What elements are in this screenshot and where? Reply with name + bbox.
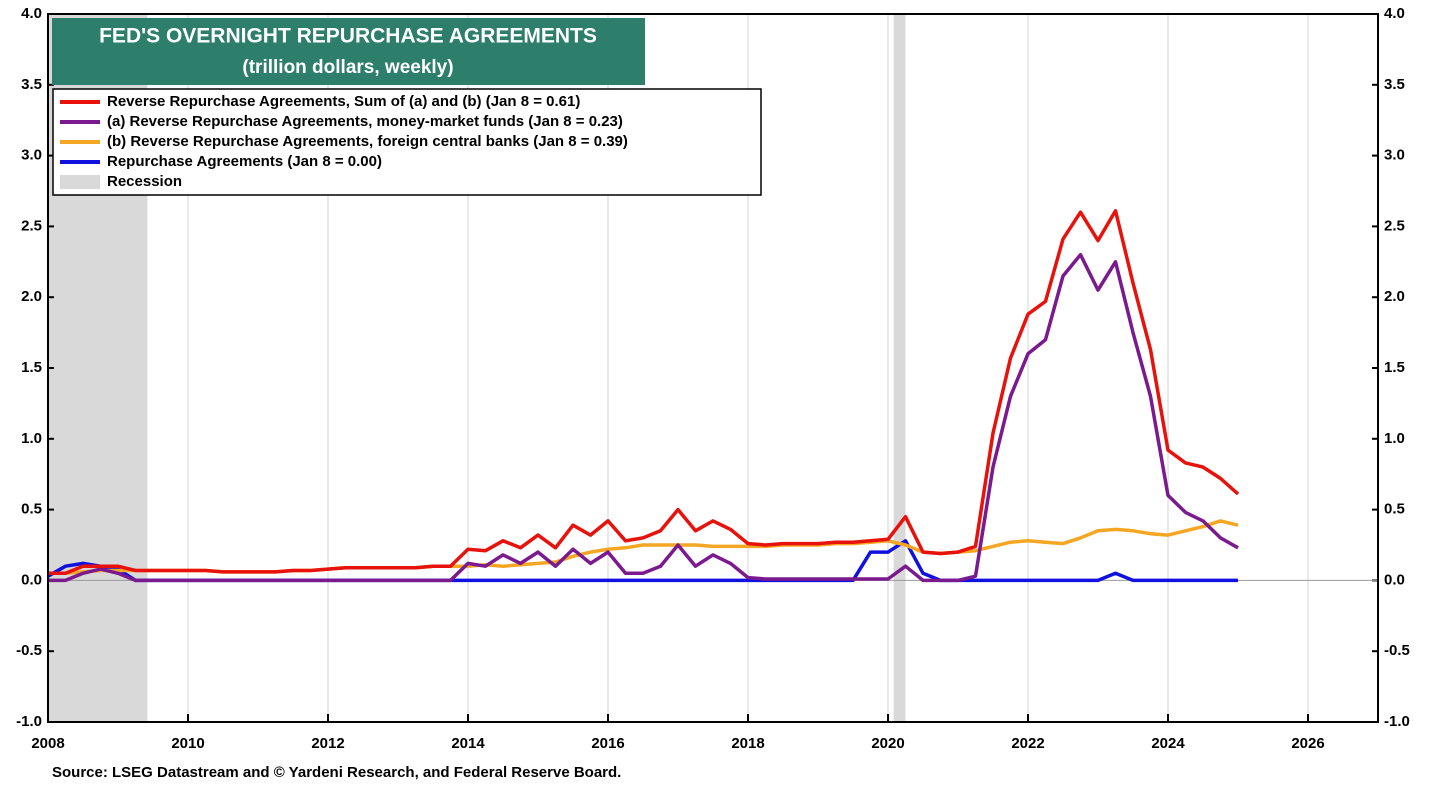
legend-label: (b) Reverse Repurchase Agreements, forei… xyxy=(107,133,628,150)
x-tick-label: 2018 xyxy=(731,735,764,752)
y-tick-label: 3.5 xyxy=(21,76,42,93)
y-tick-label: 0.5 xyxy=(21,501,42,518)
y-tick-label-right: 4.0 xyxy=(1384,5,1405,22)
source-note: Source: LSEG Datastream and © Yardeni Re… xyxy=(52,764,621,781)
y-tick-label-right: 3.0 xyxy=(1384,147,1405,164)
chart-title: FED'S OVERNIGHT REPURCHASE AGREEMENTS xyxy=(99,25,597,48)
series-line xyxy=(48,252,1239,583)
y-tick-label-right: 2.5 xyxy=(1384,217,1405,234)
x-tick-label: 2020 xyxy=(871,735,904,752)
y-tick-label-right: 1.5 xyxy=(1384,359,1405,376)
y-tick-label-right: 0.0 xyxy=(1384,571,1405,588)
y-tick-label: -1.0 xyxy=(16,713,42,730)
y-tick-label-right: -1.0 xyxy=(1384,713,1410,730)
y-tick-label: -0.5 xyxy=(16,642,42,659)
x-tick-label: 2024 xyxy=(1151,735,1185,752)
y-tick-label: 1.5 xyxy=(21,359,42,376)
series-line xyxy=(48,209,1240,576)
x-tick-label: 2014 xyxy=(451,735,485,752)
x-tick-label: 2022 xyxy=(1011,735,1044,752)
legend-label: (a) Reverse Repurchase Agreements, money… xyxy=(107,113,623,130)
y-tick-label: 0.0 xyxy=(21,571,42,588)
recession-band xyxy=(893,14,906,722)
y-tick-label: 1.0 xyxy=(21,430,42,447)
legend xyxy=(52,88,762,196)
x-tick-label: 2008 xyxy=(31,735,64,752)
legend-swatch xyxy=(60,175,100,189)
y-tick-label-right: 3.5 xyxy=(1384,76,1405,93)
chart-subtitle: (trillion dollars, weekly) xyxy=(242,57,453,78)
y-tick-label: 3.0 xyxy=(21,147,42,164)
y-tick-label-right: -0.5 xyxy=(1384,642,1410,659)
title-box xyxy=(52,18,645,85)
legend-label: Reverse Repurchase Agreements, Sum of (a… xyxy=(107,93,580,110)
y-tick-label-right: 2.0 xyxy=(1384,288,1405,305)
y-tick-label-right: 1.0 xyxy=(1384,430,1405,447)
y-tick-label: 2.0 xyxy=(21,288,42,305)
plot-frame xyxy=(47,13,1379,723)
y-tick-label: 4.0 xyxy=(21,5,42,22)
legend-label: Repurchase Agreements (Jan 8 = 0.00) xyxy=(107,153,382,170)
x-tick-label: 2026 xyxy=(1291,735,1324,752)
x-tick-label: 2010 xyxy=(171,735,204,752)
y-tick-label-right: 0.5 xyxy=(1384,501,1405,518)
legend-label: Recession xyxy=(107,173,182,190)
x-tick-label: 2012 xyxy=(311,735,344,752)
y-tick-label: 2.5 xyxy=(21,217,42,234)
x-tick-label: 2016 xyxy=(591,735,624,752)
